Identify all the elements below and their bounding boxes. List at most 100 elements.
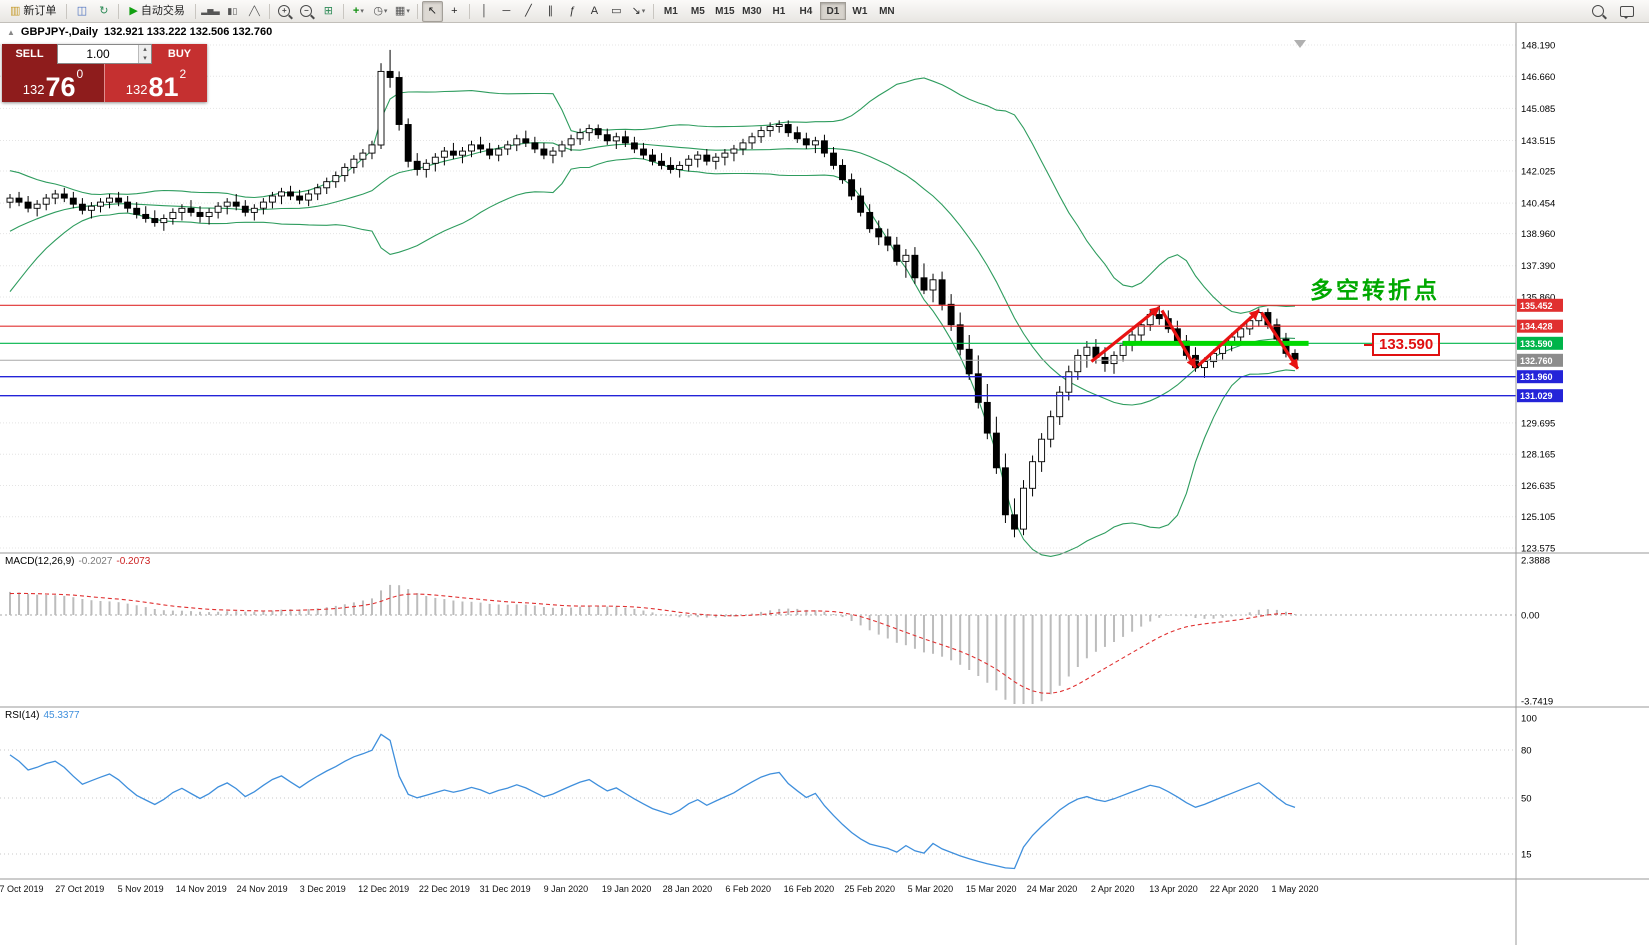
price-tag <box>1517 353 1563 367</box>
grid <box>0 44 1516 549</box>
templates-icon[interactable]: ▦ ▾ <box>392 1 413 22</box>
community-chat-icon[interactable] <box>1616 1 1637 22</box>
new-order-button[interactable]: ▥ 新订单 <box>10 4 57 17</box>
trend-arrow[interactable] <box>1090 306 1161 363</box>
price-tag <box>1517 370 1563 384</box>
svg-text:146.660: 146.660 <box>1521 72 1555 83</box>
vertical-line-icon: │ <box>480 4 488 17</box>
candlestick-chart-icon[interactable]: ▮▯ <box>222 1 243 22</box>
text-icon: A <box>590 4 599 17</box>
bar-chart-icon[interactable]: ▂▅▃ <box>200 1 221 22</box>
timeframe-m15[interactable]: M15 <box>715 5 735 17</box>
chart-shift-marker[interactable] <box>1294 40 1306 48</box>
refresh-icon[interactable]: ↻ <box>93 1 114 22</box>
timeframe-w1[interactable]: W1 <box>852 5 868 17</box>
toolbar-separator <box>118 3 120 19</box>
timeframe-m5[interactable]: M5 <box>690 5 705 17</box>
sell-button[interactable]: SELL <box>2 44 57 64</box>
search-icon[interactable] <box>1587 1 1608 22</box>
profiles-icon[interactable]: ◫ <box>71 1 92 22</box>
svg-text:135.452: 135.452 <box>1520 301 1553 311</box>
channel-icon[interactable]: ∥ <box>540 1 561 22</box>
trend-arrows[interactable] <box>1090 40 1309 370</box>
date-label: 15 Mar 2020 <box>966 884 1017 894</box>
autotrading-button[interactable]: ▶ 自动交易 <box>129 4 185 17</box>
toolbar-separator <box>416 3 418 19</box>
sell-price-button[interactable]: 132 76 0 <box>2 64 104 102</box>
sell-price-prefix: 132 <box>22 82 45 97</box>
dropdown-arrow-icon: ▾ <box>360 7 364 15</box>
text-label-icon: ▭ <box>611 4 622 17</box>
lot-spinner: ▴ ▾ <box>138 45 151 63</box>
periods-icon[interactable]: ◷ ▾ <box>370 1 391 22</box>
date-label: 22 Dec 2019 <box>419 884 470 894</box>
date-label: 5 Mar 2020 <box>908 884 954 894</box>
arrows-icon: ↘ <box>631 4 641 17</box>
timeframe-d1[interactable]: D1 <box>819 2 846 20</box>
price-level-callout[interactable]: 133.590 <box>1363 333 1441 356</box>
rsi-indicator-label: RSI(14) 45.3377 <box>5 710 80 721</box>
timeframe-m1[interactable]: M1 <box>663 5 678 17</box>
lot-decrease-button[interactable]: ▾ <box>139 54 151 63</box>
date-label: 14 Nov 2019 <box>176 884 227 894</box>
vertical-line-icon[interactable]: │ <box>474 1 495 22</box>
timeframe-h1[interactable]: H1 <box>772 5 786 17</box>
turning-point-annotation[interactable]: 多空转折点 <box>1310 277 1440 303</box>
chart-area[interactable]: 148.190 146.660 145.085 143.515 142.025 140.4… <box>0 23 1649 945</box>
date-label: 13 Apr 2020 <box>1149 884 1198 894</box>
trend-arrow[interactable] <box>1197 309 1260 367</box>
horizontal-line-icon[interactable]: ─ <box>496 1 517 22</box>
trendline-icon[interactable]: ╱ <box>518 1 539 22</box>
date-label: 31 Dec 2019 <box>480 884 531 894</box>
tile-windows-icon[interactable]: ⊞ <box>318 1 339 22</box>
fibonacci-icon: ƒ <box>569 4 576 17</box>
timeframe-mn[interactable]: MN <box>879 5 895 17</box>
price-chart[interactable]: 148.190 146.660 145.085 143.515 142.025 140.4… <box>0 23 1649 945</box>
fibonacci-icon[interactable]: ƒ <box>562 1 583 22</box>
timeframe-m30[interactable]: M30 <box>742 5 762 17</box>
community-chat-icon <box>1619 5 1634 19</box>
trendline-icon: ╱ <box>525 4 532 17</box>
date-label: 24 Mar 2020 <box>1027 884 1078 894</box>
text-label-icon[interactable]: ▭ <box>606 1 627 22</box>
svg-text:128.165: 128.165 <box>1521 450 1555 461</box>
horizontal-lines[interactable] <box>0 304 1516 397</box>
sell-price-pips: 76 <box>45 72 76 103</box>
dropdown-arrow-icon: ▾ <box>641 7 646 15</box>
arrows-icon[interactable]: ↘ ▾ <box>628 1 649 22</box>
svg-text:0.00: 0.00 <box>1521 611 1540 622</box>
date-label: 6 Feb 2020 <box>725 884 771 894</box>
buy-price-button[interactable]: 132 81 2 <box>104 64 207 102</box>
line-chart-icon[interactable]: ╱╲ <box>244 1 265 22</box>
time-axis[interactable]: 17 Oct 2019 27 Oct 2019 5 Nov 2019 14 Nov 2… <box>0 884 1319 894</box>
lot-size-field[interactable]: 1.00 ▴ ▾ <box>57 44 152 64</box>
trend-arrow[interactable] <box>1260 311 1300 370</box>
zoom-in-icon[interactable]: + <box>274 1 295 22</box>
crosshair-icon[interactable]: + <box>444 1 465 22</box>
tile-windows-icon: ⊞ <box>323 4 333 17</box>
line-chart-icon: ╱╲ <box>248 5 260 16</box>
svg-text:132.760: 132.760 <box>1520 356 1553 366</box>
indicators-icon[interactable]: + ▾ <box>348 1 369 22</box>
horizontal-line-icon: ─ <box>502 4 511 17</box>
buy-price-prefix: 132 <box>125 82 148 97</box>
lot-increase-button[interactable]: ▴ <box>139 45 151 54</box>
macd-indicator-label: MACD(12,26,9) -0.2027 -0.2073 <box>5 556 151 567</box>
price-axis[interactable]: 148.190 146.660 145.085 143.515 142.025 140.4… <box>1517 41 1563 861</box>
cursor-icon[interactable]: ↖ <box>421 0 443 22</box>
profiles-icon: ◫ <box>76 4 88 17</box>
svg-text:50: 50 <box>1521 794 1532 805</box>
toolbar-separator <box>268 3 270 19</box>
zoom-out-icon[interactable]: − <box>296 1 317 22</box>
toolbar-separator <box>342 3 344 19</box>
dropdown-arrow-icon: ▾ <box>406 7 410 15</box>
timeframe-h4[interactable]: H4 <box>799 5 813 17</box>
svg-text:131.960: 131.960 <box>1520 372 1553 382</box>
date-label: 2 Apr 2020 <box>1091 884 1135 894</box>
text-icon[interactable]: A <box>584 1 605 22</box>
crosshair-icon: + <box>451 4 458 17</box>
rsi-panel <box>0 733 1516 870</box>
trend-arrow[interactable] <box>1160 309 1197 369</box>
svg-text:133.590: 133.590 <box>1520 339 1553 349</box>
buy-button[interactable]: BUY <box>152 44 207 64</box>
